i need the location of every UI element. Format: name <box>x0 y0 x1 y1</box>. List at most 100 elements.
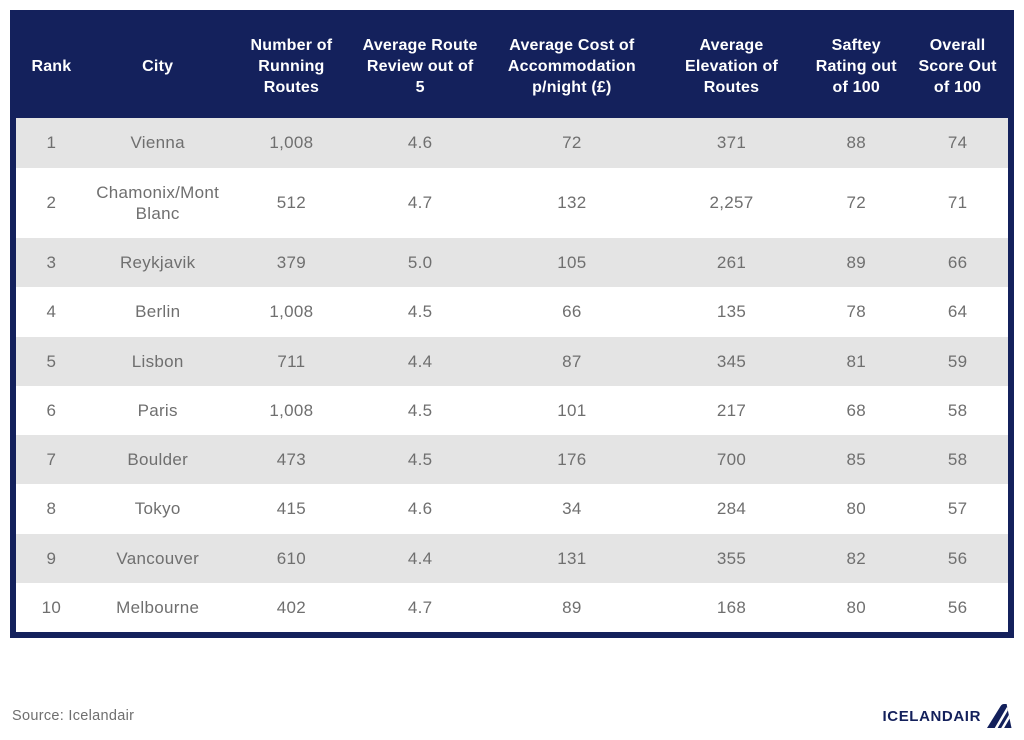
cell-elevation: 135 <box>716 302 747 322</box>
cell-city: Chamonix/Mont Blanc <box>96 182 220 223</box>
cell-elevation: 355 <box>716 548 747 568</box>
cell-city: Vancouver <box>116 548 200 568</box>
table-body: 1 Vienna 1,008 4.6 72 371 88 74 2 Chamonix/Mont B… <box>13 118 1011 636</box>
cell-overall-score: 66 <box>947 253 968 273</box>
running-routes-table: Rank City Number of Running Routes Average … <box>10 10 1014 639</box>
cell-accommodation-cost: 131 <box>557 548 587 568</box>
table-row: 10 Melbourne 402 4.7 89 168 80 56 <box>13 582 1011 636</box>
table-header-row: Rank City Number of Running Routes Average … <box>13 13 1011 119</box>
column-header-rank: Rank <box>31 57 72 75</box>
cell-overall-score: 56 <box>947 548 968 568</box>
table-row: 1 Vienna 1,008 4.6 72 371 88 74 <box>13 118 1011 168</box>
cell-safety-rating: 85 <box>846 450 866 470</box>
cell-accommodation-cost: 72 <box>562 133 582 153</box>
cell-rank: 6 <box>46 400 57 420</box>
cell-city: Paris <box>137 400 178 420</box>
column-header-running-routes: Number of Running Routes <box>250 37 333 96</box>
cell-overall-score: 58 <box>947 400 968 420</box>
cell-route-review: 4.6 <box>407 133 433 153</box>
cell-accommodation-cost: 66 <box>562 302 582 322</box>
table-row: 9 Vancouver 610 4.4 131 355 82 56 <box>13 533 1011 583</box>
cell-safety-rating: 89 <box>846 253 866 273</box>
cell-elevation: 700 <box>716 450 747 470</box>
table-row: 8 Tokyo 415 4.6 34 284 80 57 <box>13 484 1011 534</box>
cell-running-routes: 1,008 <box>269 302 314 322</box>
cell-elevation: 371 <box>716 133 747 153</box>
cell-city: Boulder <box>127 450 189 470</box>
cell-overall-score: 57 <box>947 499 968 519</box>
cell-rank: 8 <box>46 499 57 519</box>
cell-running-routes: 1,008 <box>269 133 314 153</box>
cell-running-routes: 610 <box>276 548 307 568</box>
source-note: Source: Icelandair <box>12 708 135 724</box>
cell-safety-rating: 68 <box>846 400 866 420</box>
cell-route-review: 4.7 <box>407 597 433 617</box>
cell-running-routes: 379 <box>276 253 307 273</box>
cell-safety-rating: 72 <box>846 193 866 213</box>
table-row: 4 Berlin 1,008 4.5 66 135 78 64 <box>13 287 1011 337</box>
cell-overall-score: 71 <box>947 193 968 213</box>
column-header-safety-rating: Saftey Rating out of 100 <box>815 37 897 96</box>
column-header-elevation: Average Elevation of Routes <box>684 37 779 96</box>
cell-accommodation-cost: 89 <box>562 597 582 617</box>
cell-safety-rating: 82 <box>846 548 866 568</box>
column-header-route-review: Average Route Review out of 5 <box>362 37 478 96</box>
icelandair-wordmark: ICELANDAIR <box>882 707 981 725</box>
table-row: 2 Chamonix/Mont Blanc 512 4.7 132 2,257 72 71 <box>13 167 1011 239</box>
cell-city: Reykjavik <box>119 253 196 273</box>
cell-overall-score: 59 <box>947 351 968 371</box>
cell-elevation: 168 <box>716 597 747 617</box>
cell-safety-rating: 78 <box>846 302 866 322</box>
table-row: 5 Lisbon 711 4.4 87 345 81 59 <box>13 336 1011 386</box>
cell-running-routes: 415 <box>276 499 307 519</box>
cell-city: Tokyo <box>134 499 181 519</box>
cell-route-review: 5.0 <box>407 253 433 273</box>
cell-overall-score: 74 <box>947 133 968 153</box>
cell-elevation: 2,257 <box>709 193 754 213</box>
cell-city: Lisbon <box>131 351 184 371</box>
cell-overall-score: 64 <box>947 302 968 322</box>
cell-elevation: 261 <box>716 253 747 273</box>
cell-running-routes: 473 <box>276 450 307 470</box>
cell-route-review: 4.7 <box>407 193 433 213</box>
cell-rank: 2 <box>46 193 57 213</box>
cell-rank: 5 <box>46 351 57 371</box>
cell-rank: 4 <box>46 302 57 322</box>
cell-accommodation-cost: 105 <box>557 253 587 273</box>
column-header-overall-score: Overall Score Out of 100 <box>918 37 997 96</box>
cell-safety-rating: 88 <box>846 133 866 153</box>
cell-running-routes: 1,008 <box>269 400 314 420</box>
table-row: 3 Reykjavik 379 5.0 105 261 89 66 <box>13 238 1011 288</box>
cell-accommodation-cost: 176 <box>557 450 587 470</box>
cell-rank: 10 <box>41 597 62 617</box>
cell-running-routes: 512 <box>276 193 307 213</box>
cell-rank: 3 <box>46 253 57 273</box>
cell-running-routes: 711 <box>277 351 306 371</box>
cell-elevation: 217 <box>716 400 747 420</box>
cell-city: Vienna <box>130 133 185 153</box>
cell-city: Berlin <box>135 302 181 322</box>
cell-route-review: 4.6 <box>407 499 433 519</box>
table-header: Rank City Number of Running Routes Average … <box>13 13 1011 119</box>
cell-route-review: 4.5 <box>407 302 433 322</box>
table-row: 7 Boulder 473 4.5 176 700 85 58 <box>13 435 1011 485</box>
cell-overall-score: 56 <box>947 597 968 617</box>
column-header-accommodation-cost: Average Cost of Accommodation p/night (£… <box>507 37 636 96</box>
cell-elevation: 284 <box>716 499 747 519</box>
cell-accommodation-cost: 132 <box>557 193 587 213</box>
cell-safety-rating: 80 <box>846 499 866 519</box>
cell-route-review: 4.5 <box>407 400 433 420</box>
cell-safety-rating: 81 <box>846 351 866 371</box>
cell-overall-score: 58 <box>947 450 968 470</box>
cell-rank: 1 <box>46 133 57 153</box>
cell-accommodation-cost: 87 <box>562 351 582 371</box>
cell-rank: 7 <box>46 450 57 470</box>
cell-city: Melbourne <box>116 597 200 617</box>
cell-route-review: 4.5 <box>407 450 433 470</box>
column-header-city: City <box>142 57 174 75</box>
cell-accommodation-cost: 34 <box>562 499 582 519</box>
cell-rank: 9 <box>46 548 57 568</box>
tail-fin-icon <box>985 704 1012 728</box>
icelandair-logo: ICELANDAIR <box>883 704 1013 728</box>
